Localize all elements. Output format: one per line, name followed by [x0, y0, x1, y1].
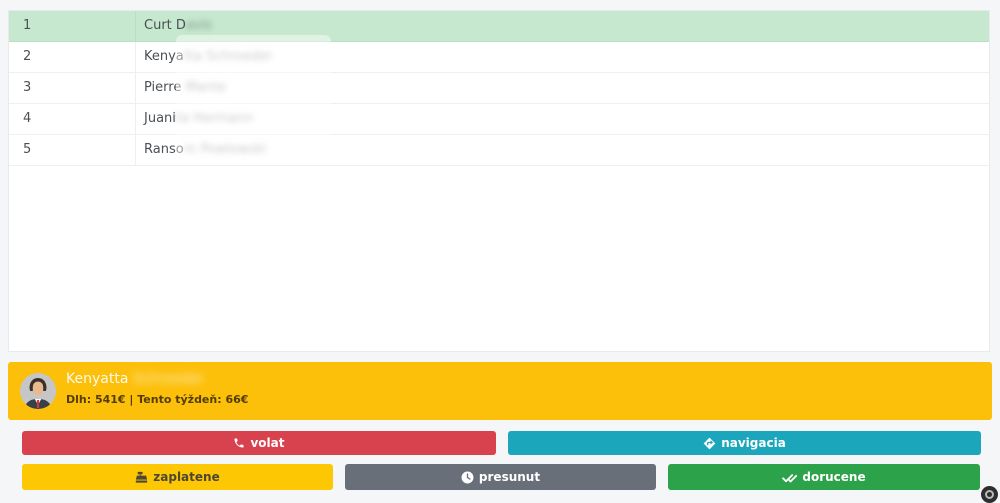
table-row[interactable]: 3 Pierre Mante — [9, 73, 989, 104]
name-visible: Ranso — [144, 142, 184, 157]
name-redacted: m Powlowski — [183, 142, 267, 157]
name-redacted: ta Hermann — [175, 111, 254, 126]
driver-last-name-redacted: Schroeder — [132, 371, 205, 387]
man-avatar-icon — [20, 373, 56, 409]
names-table: 1 Curt Davis 2 Kenyatta Schroeder 3 Pier… — [8, 10, 990, 352]
table-row[interactable]: 5 Ransom Powlowski — [9, 135, 989, 166]
directions-icon — [703, 437, 716, 449]
row-name: Juanita Hermann — [136, 104, 989, 134]
postpone-button[interactable]: presunut — [345, 464, 656, 490]
name-redacted: tta Schroeder — [183, 49, 273, 64]
paid-button-label: zaplatene — [153, 470, 220, 484]
phone-icon — [234, 438, 244, 448]
name-visible: Pierre — [144, 80, 186, 95]
driver-first-name: Kenyatta — [66, 371, 133, 387]
clock-icon — [461, 471, 474, 483]
delivered-button-label: dorucene — [802, 470, 866, 484]
table-row[interactable]: 2 Kenyatta Schroeder — [9, 42, 989, 73]
row-name: Ransom Powlowski — [136, 135, 989, 165]
driver-name: Kenyatta Schroeder — [66, 371, 204, 387]
navigation-button-label: navigacia — [721, 436, 786, 450]
watermark-icon — [981, 486, 998, 503]
navigation-button[interactable]: navigacia — [508, 431, 981, 455]
delivered-button[interactable]: dorucene — [668, 464, 980, 490]
driver-debt-stats: Dlh: 541€ | Tento týždeň: 66€ — [66, 393, 249, 406]
row-name: Pierre Mante — [136, 73, 989, 103]
call-button-label: volat — [250, 436, 285, 450]
row-number: 3 — [9, 73, 136, 103]
table-row[interactable]: 4 Juanita Hermann — [9, 104, 989, 135]
cash-register-icon — [136, 471, 148, 483]
call-button[interactable]: volat — [22, 431, 496, 455]
row-number: 1 — [9, 11, 136, 41]
avatar — [20, 373, 56, 409]
name-redacted: Mante — [185, 80, 227, 95]
name-visible: Curt D — [144, 18, 186, 33]
row-number: 5 — [9, 135, 136, 165]
row-number: 4 — [9, 104, 136, 134]
name-redacted: avis — [185, 18, 212, 33]
postpone-button-label: presunut — [478, 470, 541, 484]
table-row[interactable]: 1 Curt Davis — [9, 11, 989, 42]
driver-panel: Kenyatta Schroeder Dlh: 541€ | Tento týž… — [8, 362, 992, 420]
row-name: Curt Davis — [136, 11, 989, 41]
check-double-icon — [782, 473, 798, 482]
name-visible: Juani — [144, 111, 176, 126]
row-number: 2 — [9, 42, 136, 72]
paid-button[interactable]: zaplatene — [22, 464, 333, 490]
row-name: Kenyatta Schroeder — [136, 42, 989, 72]
name-visible: Kenya — [144, 49, 184, 64]
